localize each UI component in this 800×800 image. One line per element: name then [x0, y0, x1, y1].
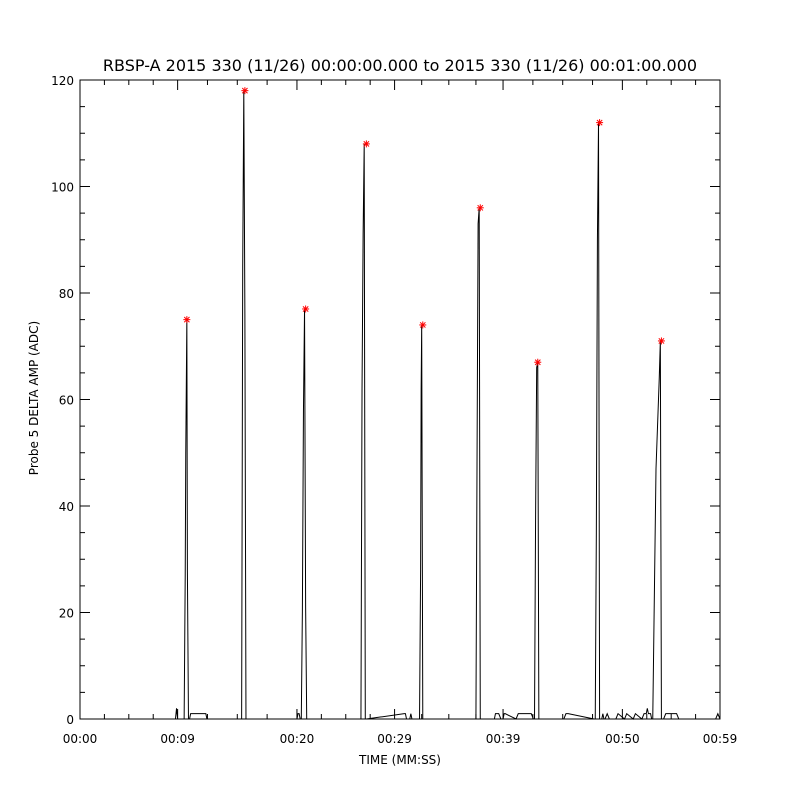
- peak-marker: [534, 358, 542, 366]
- y-axis-label: Probe 5 DELTA AMP (ADC): [27, 321, 41, 475]
- y-tick-label: 40: [59, 500, 74, 514]
- x-tick-label: 00:39: [486, 732, 521, 746]
- y-tick-label: 100: [51, 181, 74, 195]
- peak-marker: [183, 316, 191, 324]
- y-tick-label: 80: [59, 287, 74, 301]
- y-tick-label: 0: [66, 713, 74, 727]
- x-tick-label: 00:09: [160, 732, 195, 746]
- x-tick-label: 00:50: [605, 732, 640, 746]
- chart-title: RBSP-A 2015 330 (11/26) 00:00:00.000 to …: [103, 56, 697, 75]
- peak-marker: [419, 321, 427, 329]
- peak-marker: [596, 119, 604, 127]
- peak-marker: [657, 337, 665, 345]
- peak-marker: [362, 140, 370, 148]
- plot-frame: [79, 79, 721, 720]
- y-tick-label: 20: [59, 607, 74, 621]
- y-axis: 0 20 40 60 80 100 120: [51, 74, 720, 727]
- x-tick-label: 00:59: [703, 732, 738, 746]
- series-line: [80, 90, 721, 720]
- peak-marker: [241, 87, 249, 95]
- x-tick-label: 00:00: [63, 732, 98, 746]
- peak-marker: [302, 305, 310, 313]
- peak-markers: [183, 87, 665, 366]
- x-tick-label: 00:20: [280, 732, 315, 746]
- x-tick-label: 00:29: [377, 732, 412, 746]
- peak-marker: [476, 204, 484, 212]
- x-axis: 00:00 00:09 00:20 00:29 00:39 00:50 00:59: [63, 80, 738, 746]
- x-axis-label: TIME (MM:SS): [358, 753, 441, 767]
- y-tick-label: 120: [51, 74, 74, 88]
- y-tick-label: 60: [59, 394, 74, 408]
